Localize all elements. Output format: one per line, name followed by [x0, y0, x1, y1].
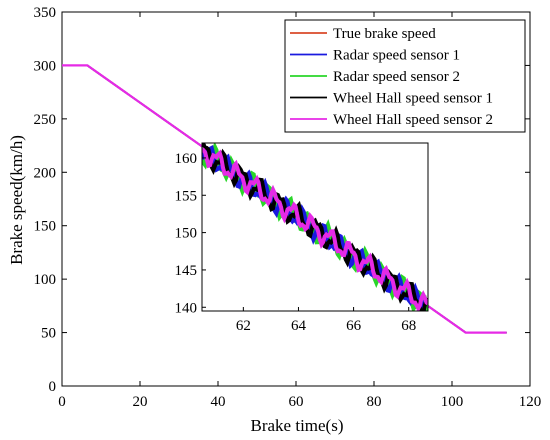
inset-y-tick-label: 140 [175, 300, 198, 316]
inset-y-tick-label: 160 [175, 151, 198, 167]
x-tick-label: 100 [441, 394, 464, 410]
legend-label: Wheel Hall speed sensor 1 [333, 91, 493, 107]
x-tick-label: 80 [367, 394, 382, 410]
legend-label: Radar speed sensor 2 [333, 69, 460, 85]
y-tick-label: 250 [34, 112, 57, 128]
y-tick-label: 100 [34, 272, 57, 288]
y-axis-label: Brake speed(km/h) [7, 135, 26, 265]
legend: True brake speed Radar speed sensor 1 Rada… [284, 19, 526, 133]
y-tick-label: 300 [34, 58, 57, 74]
x-tick-label: 60 [289, 394, 304, 410]
legend-label: True brake speed [333, 26, 436, 42]
inset-x-tick-label: 68 [401, 318, 416, 334]
y-tick-label: 0 [49, 379, 57, 395]
inset-series-line [202, 143, 428, 311]
inset-x-tick-label: 62 [236, 318, 251, 334]
x-tick-label: 40 [211, 394, 226, 410]
inset-y-tick-label: 145 [175, 263, 198, 279]
inset-y-tick-label: 150 [175, 226, 198, 242]
inset-series-line [202, 144, 427, 311]
y-tick-label: 200 [34, 165, 57, 181]
inset-frame-border [201, 142, 429, 312]
y-tick-label: 350 [34, 5, 57, 21]
legend-label: Wheel Hall speed sensor 2 [333, 112, 493, 128]
legend-label: Radar speed sensor 1 [333, 48, 460, 64]
inset-x-tick-label: 66 [346, 318, 362, 334]
inset-y-tick-label: 155 [175, 188, 198, 204]
inset-series-line [202, 147, 428, 311]
inset-series-group [202, 143, 428, 311]
x-tick-label: 20 [133, 394, 148, 410]
inset-x-tick-label: 64 [291, 318, 307, 334]
x-tick-label: 120 [519, 394, 542, 410]
x-axis-label: Brake time(s) [251, 416, 344, 435]
x-tick-label: 0 [58, 394, 66, 410]
y-tick-label: 150 [34, 219, 57, 235]
inset-plot: 62 64 66 68 140 145 150 155 160 [175, 142, 429, 334]
y-tick-label: 50 [41, 326, 56, 342]
